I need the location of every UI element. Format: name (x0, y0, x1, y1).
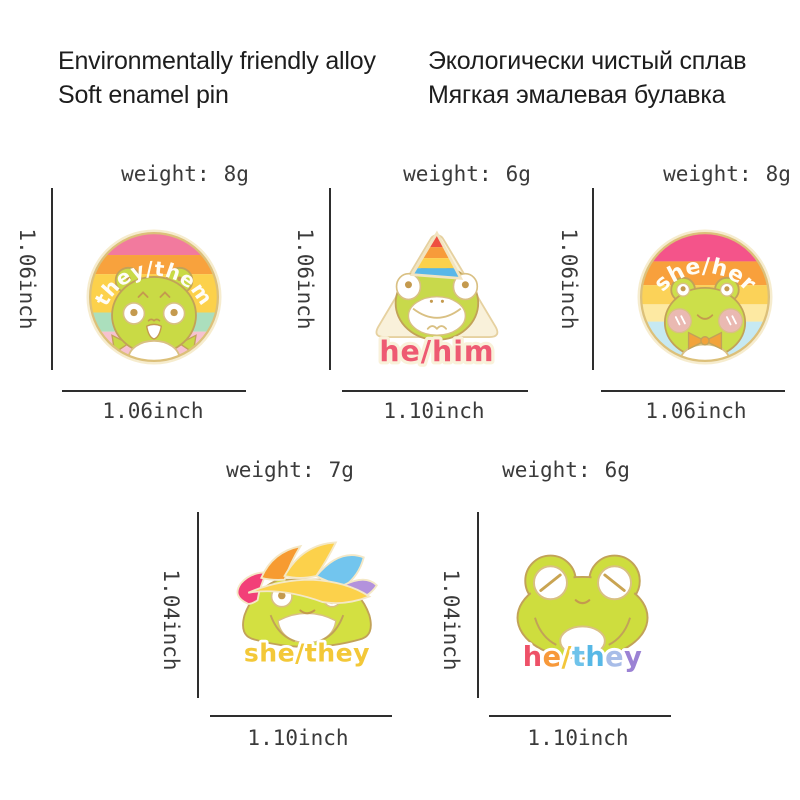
frog-cheek (666, 308, 692, 334)
height-dimension-label: 1.04inch (439, 569, 463, 671)
weight-caption: weight: (663, 162, 752, 186)
frog-belly (559, 625, 606, 657)
pin-image-she-her: she/her (637, 229, 773, 365)
header-english: Environmentally friendly alloy Soft enam… (58, 44, 376, 112)
frog-belly (127, 339, 181, 361)
height-dimension-line (329, 188, 331, 370)
pronoun-text: she/they (244, 639, 370, 668)
weight-value: 6g (505, 162, 531, 186)
width-dimension-label: 1.10inch (527, 726, 629, 750)
height-dimension-label: 1.06inch (15, 228, 39, 330)
weight-caption: weight: (121, 162, 210, 186)
width-dimension-label: 1.10inch (247, 726, 349, 750)
height-dimension-line (197, 512, 199, 698)
pronoun-text: he/him (379, 335, 494, 368)
frog-icon (394, 265, 480, 341)
header-en-line2: Soft enamel pin (58, 81, 229, 109)
frog-belly (679, 343, 731, 361)
width-dimension-line (601, 390, 785, 392)
weight-label-they-them: weight: 8g (75, 162, 295, 186)
height-dimension-label: 1.06inch (557, 228, 581, 330)
height-dimension-label: 1.06inch (293, 228, 317, 330)
cowboy-hat-icon (236, 541, 378, 605)
height-dimension-line (477, 512, 479, 698)
pin-gold-rim (88, 231, 220, 363)
frog-mouth (696, 314, 714, 320)
header-ru-line2: Мягкая эмалевая булавка (428, 81, 726, 109)
height-dimension-label: 1.04inch (159, 569, 183, 671)
frog-mouth (145, 323, 163, 340)
frog-mouth (299, 609, 316, 615)
weight-value: 7g (328, 458, 354, 482)
pin-gold-rim (639, 231, 771, 363)
frog-mouth (574, 599, 591, 605)
frog-arms (269, 614, 345, 643)
width-dimension-label: 1.06inch (102, 399, 204, 423)
weight-caption: weight: (403, 162, 492, 186)
header-russian: Экологически чистый сплав Мягкая эмалева… (428, 44, 747, 112)
width-dimension-line (342, 390, 528, 392)
pronoun-text: he/they (523, 642, 643, 673)
width-dimension-line (489, 715, 671, 717)
width-dimension-label: 1.10inch (383, 399, 485, 423)
weight-label-he-him: weight: 6g (357, 162, 577, 186)
frog-icon (516, 554, 649, 660)
frog-arms (534, 617, 631, 646)
weight-caption: weight: (226, 458, 315, 482)
width-dimension-line (210, 715, 392, 717)
weight-value: 8g (223, 162, 249, 186)
header-en-line1: Environmentally friendly alloy (58, 47, 376, 75)
height-dimension-line (592, 188, 594, 370)
bow-tie-icon (687, 331, 723, 351)
frog-mouth (412, 307, 462, 319)
frog-cheek (718, 308, 744, 334)
width-dimension-line (62, 390, 246, 392)
frog-face (407, 295, 467, 336)
height-dimension-line (51, 188, 53, 370)
width-dimension-label: 1.06inch (645, 399, 747, 423)
weight-label-he-they: weight: 6g (456, 458, 676, 482)
weight-value: 8g (765, 162, 791, 186)
pin-image-he-they: he/they (516, 554, 649, 673)
weight-caption: weight: (502, 458, 591, 482)
frog-eye-slits (539, 573, 626, 592)
weight-label-she-they: weight: 7g (180, 458, 400, 482)
pin-image-they-them: they/them (86, 229, 222, 365)
header-ru-line1: Экологически чистый сплав (428, 47, 747, 75)
weight-value: 6g (604, 458, 630, 482)
weight-label-she-her: weight: 8g (617, 162, 800, 186)
pin-image-he-him: he/him (375, 230, 499, 371)
frog-icon (663, 276, 747, 361)
rainbow-stripes (641, 233, 769, 361)
frog-icon (111, 266, 197, 361)
pin-image-she-they: she/they (236, 541, 378, 670)
